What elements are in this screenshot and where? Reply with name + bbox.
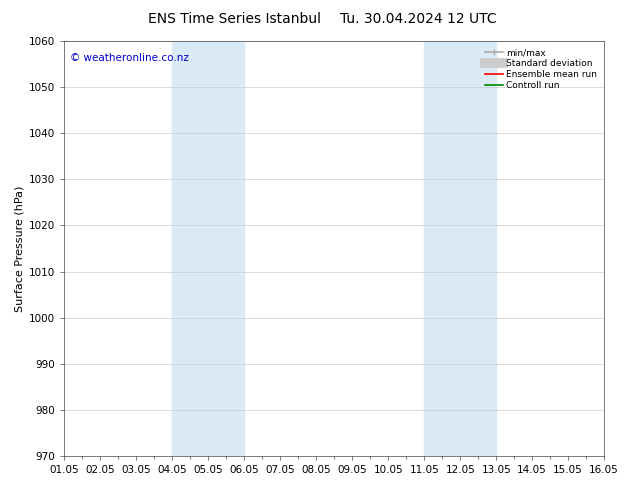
Text: ENS Time Series Istanbul: ENS Time Series Istanbul: [148, 12, 321, 26]
Bar: [424, 41, 496, 456]
Y-axis label: Surface Pressure (hPa): Surface Pressure (hPa): [15, 185, 25, 312]
Text: Tu. 30.04.2024 12 UTC: Tu. 30.04.2024 12 UTC: [340, 12, 497, 26]
Bar: [172, 41, 244, 456]
Legend: min/max, Standard deviation, Ensemble mean run, Controll run: min/max, Standard deviation, Ensemble me…: [482, 46, 600, 93]
Text: © weatheronline.co.nz: © weatheronline.co.nz: [70, 53, 189, 64]
